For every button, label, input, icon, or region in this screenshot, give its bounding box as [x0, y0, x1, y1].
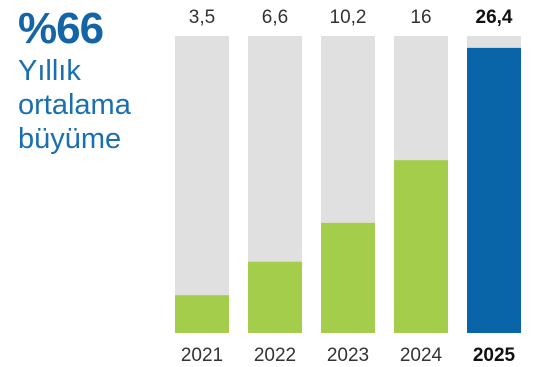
- bar-2023: [321, 222, 375, 333]
- bar-track-2021: [175, 36, 229, 333]
- value-label-2024: 16: [410, 7, 431, 28]
- bar-2024: [394, 160, 448, 333]
- value-label-2021: 3,5: [189, 7, 215, 28]
- value-label-2022: 6,6: [262, 7, 288, 28]
- growth-rate-value: %66: [18, 4, 104, 53]
- x-tick-label-2024: 2024: [400, 345, 443, 366]
- growth-label-line-2: ortalama: [18, 89, 131, 121]
- headline: %66 Yıllık ortalama büyüme: [18, 4, 168, 156]
- x-tick-label-2025: 2025: [473, 345, 516, 366]
- bar-2022: [248, 261, 302, 333]
- value-label-2023: 10,2: [330, 7, 367, 28]
- x-tick-label-2023: 2023: [327, 345, 369, 366]
- bar-2021: [175, 295, 229, 333]
- x-tick-label-2021: 2021: [181, 345, 223, 366]
- bar-2025: [467, 47, 521, 333]
- x-tick-label-2022: 2022: [254, 345, 296, 366]
- growth-label-line-1: Yıllık: [18, 55, 81, 87]
- value-label-2025: 26,4: [476, 7, 513, 28]
- growth-label-line-3: büyüme: [18, 123, 122, 155]
